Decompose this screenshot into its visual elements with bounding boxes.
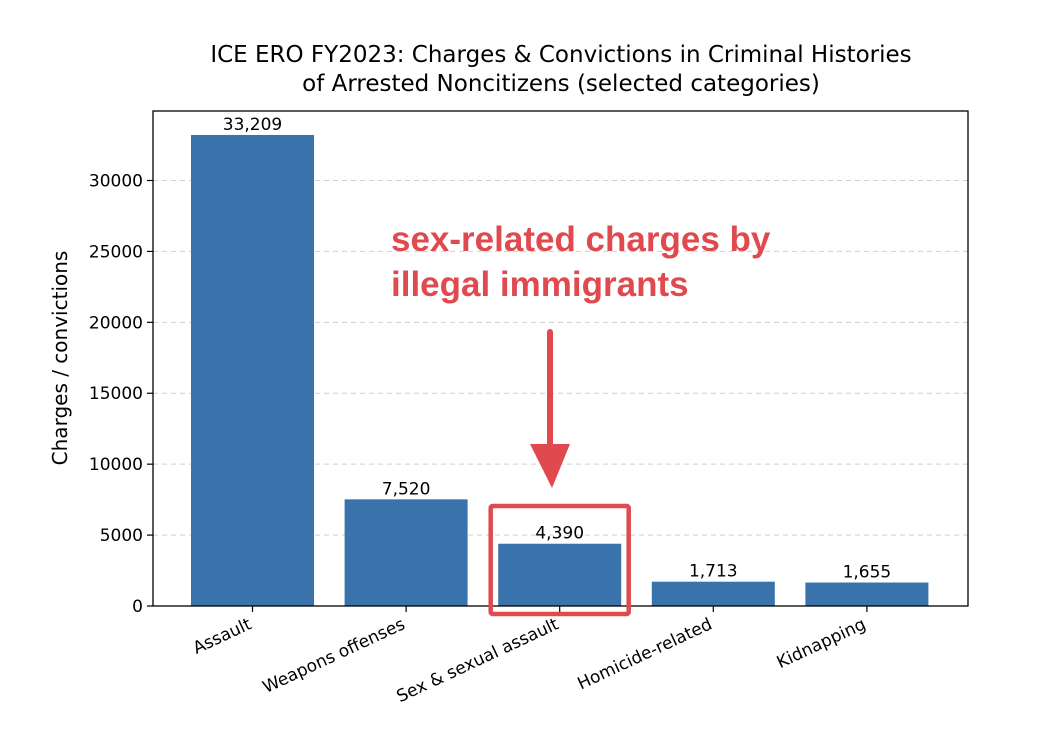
bars [191,134,929,606]
y-tick-label: 15000 [89,384,143,404]
bar [805,582,929,606]
plot-frame [152,110,969,607]
x-tick-label: Kidnapping [774,614,869,673]
chart-title-line-1: ICE ERO FY2023: Charges & Convictions in… [210,42,911,68]
x-tick-label: Sex & sexual assault [394,614,562,707]
annotation-arrow-head [530,444,570,488]
x-tick-label: Homicide-related [575,614,716,694]
bar [344,499,468,606]
x-tick-label: Weapons offenses [260,614,409,697]
bar-data-label: 1,713 [689,562,738,582]
y-tick-label: 5000 [100,526,143,546]
annotation-text-line-2: illegal immigrants [391,265,689,304]
annotation-text-line-1: sex-related charges by [391,220,771,259]
x-tick-label: Assault [190,614,255,658]
y-tick-label: 10000 [89,455,143,475]
y-axis-label: Charges / convictions [48,251,72,466]
bar [651,581,775,606]
bar [191,134,314,606]
bar-data-label: 4,390 [535,524,584,544]
bar-data-label: 7,520 [382,479,431,499]
y-tick-label: 0 [132,597,143,617]
y-tick-label: 20000 [89,313,143,333]
bar [498,543,622,606]
y-axis: 0 5000 10000 15000 20000 25000 30000 [89,171,153,617]
annotation: sex-related charges by illegal immigrants [391,220,771,617]
bar-data-label: 1,655 [843,563,892,583]
bar-labels: 33,209 7,520 4,390 1,713 1,655 [223,115,891,583]
y-tick-label: 30000 [89,171,143,191]
chart-title-line-2: of Arrested Noncitizens (selected catego… [302,71,820,97]
highlight-box [488,503,631,617]
y-tick-label: 25000 [89,242,143,262]
bar-data-label: 33,209 [223,115,282,135]
